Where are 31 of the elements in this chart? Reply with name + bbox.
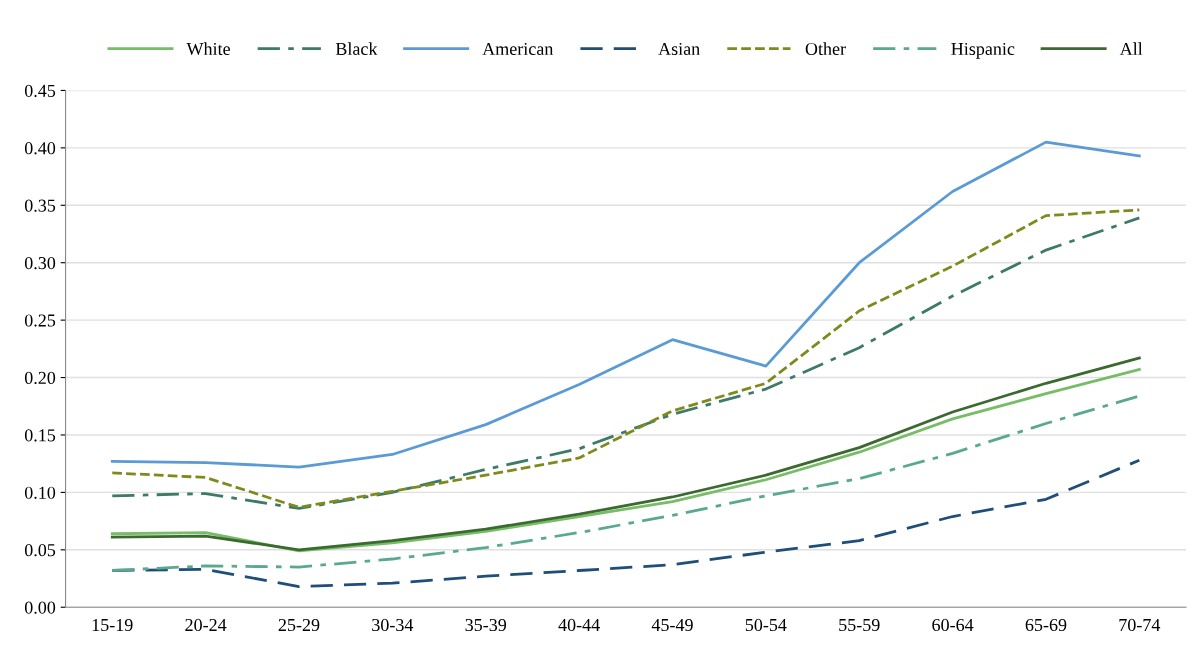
x-tick-label: 25-29 — [278, 618, 320, 632]
y-tick-label: 0.30 — [24, 256, 56, 270]
x-tick-label: 60-64 — [932, 618, 974, 632]
legend-label: Black — [335, 42, 378, 56]
y-tick-label: 0.20 — [24, 371, 56, 385]
legend-label: Hispanic — [951, 42, 1015, 59]
y-tick-label: 0.10 — [24, 486, 56, 499]
x-tick-label: 35-39 — [465, 618, 507, 632]
y-tick-label: 0.15 — [24, 429, 56, 442]
legend-label: Asian — [658, 42, 700, 56]
y-tick-label: 0.05 — [24, 544, 56, 557]
y-tick-label: 0.40 — [24, 142, 56, 155]
legend-label: White — [186, 42, 230, 56]
line-series — [110, 394, 1141, 572]
x-tick-label: 20-24 — [185, 618, 227, 632]
x-tick-label: 65-69 — [1025, 618, 1067, 632]
y-tick-label: 0.35 — [24, 199, 56, 212]
legend-label: American — [482, 42, 554, 56]
x-tick-label: 45-49 — [651, 618, 693, 632]
x-tick-label: 30-34 — [372, 618, 414, 632]
y-tick-label: 0.00 — [24, 601, 56, 614]
y-tick-label: 0.45 — [24, 84, 56, 97]
legend-label: All — [1119, 42, 1143, 55]
x-tick-label: 55-59 — [839, 618, 880, 632]
line-series — [110, 140, 1141, 469]
x-tick-label: 50-54 — [745, 618, 787, 632]
legend-label: Other — [805, 42, 846, 56]
y-tick-label: 0.25 — [24, 314, 56, 327]
x-tick-label: 15-19 — [92, 618, 133, 632]
x-tick-label: 40-44 — [558, 618, 600, 632]
x-tick-label: 70-74 — [1119, 618, 1161, 632]
